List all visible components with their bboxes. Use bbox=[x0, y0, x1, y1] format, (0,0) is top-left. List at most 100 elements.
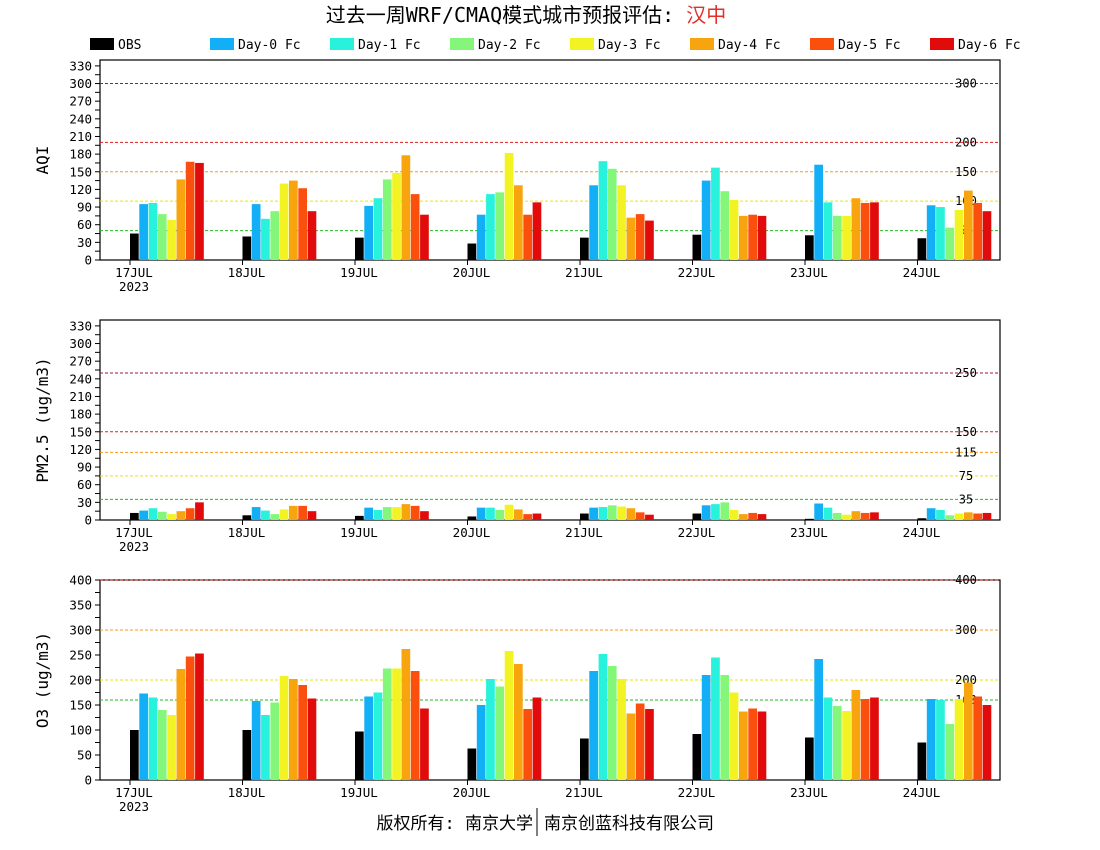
bar-day-5-fc-20jul bbox=[523, 514, 532, 520]
bar-day-2-fc-19jul bbox=[382, 668, 392, 780]
x-tick-label-19jul: 19JUL bbox=[340, 525, 378, 540]
series-day-1-fc bbox=[148, 161, 945, 260]
x-tick-label-21jul: 21JUL bbox=[565, 265, 603, 280]
y-axis: 0 50 100 150 200 250 300 350 400 bbox=[69, 573, 100, 788]
x-tick-label-23jul: 23JUL bbox=[790, 525, 828, 540]
x-tick-label-22jul: 22JUL bbox=[678, 265, 716, 280]
bar-obs-21jul bbox=[580, 513, 589, 520]
series-obs bbox=[130, 512, 927, 520]
x-year-label: 2023 bbox=[119, 539, 149, 554]
bar-day-6-fc-23jul bbox=[870, 202, 879, 260]
bar-day-0-fc-18jul bbox=[251, 701, 261, 780]
legend-item-day-6-fc: Day-6 Fc bbox=[930, 38, 1021, 53]
bar-day-4-fc-17jul bbox=[176, 511, 186, 520]
bar-obs-17jul bbox=[130, 730, 139, 780]
series-day-3-fc bbox=[167, 152, 964, 260]
bar-obs-19jul bbox=[355, 237, 364, 260]
bar-day-0-fc-22jul bbox=[701, 505, 711, 520]
bar-day-3-fc-17jul bbox=[167, 514, 176, 520]
y-axis-label: PM2.5 (ug/m3) bbox=[33, 357, 52, 482]
bar-day-5-fc-17jul bbox=[185, 161, 195, 260]
chart-panels: 0306090120150180210240270300330AQI501001… bbox=[33, 58, 1001, 814]
bar-day-1-fc-21jul bbox=[598, 654, 608, 780]
footer: 版权所有: 南京大学 南京创蓝科技有限公司 bbox=[377, 808, 714, 836]
bar-day-5-fc-17jul bbox=[185, 508, 195, 520]
bar-day-4-fc-18jul bbox=[289, 679, 298, 780]
bar-day-4-fc-19jul bbox=[401, 649, 411, 780]
threshold-label-150: 150 bbox=[955, 165, 977, 179]
bar-day-5-fc-23jul bbox=[860, 699, 870, 780]
x-tick-label-23jul: 23JUL bbox=[790, 785, 828, 800]
bar-day-4-fc-18jul bbox=[289, 180, 298, 260]
series-day-4-fc bbox=[176, 649, 973, 780]
bar-day-1-fc-23jul bbox=[823, 507, 833, 520]
legend-swatch bbox=[210, 38, 234, 50]
bar-day-4-fc-19jul bbox=[401, 504, 411, 520]
bar-day-6-fc-18jul bbox=[307, 211, 317, 260]
bar-day-4-fc-20jul bbox=[514, 509, 523, 520]
y-tick-label: 330 bbox=[69, 58, 92, 73]
bar-day-4-fc-20jul bbox=[514, 185, 523, 260]
bar-obs-21jul bbox=[580, 738, 589, 780]
series-day-3-fc bbox=[167, 504, 964, 520]
bar-day-6-fc-18jul bbox=[307, 698, 317, 780]
bar-day-1-fc-24jul bbox=[936, 207, 945, 260]
bar-day-4-fc-18jul bbox=[289, 505, 298, 520]
bar-day-0-fc-19jul bbox=[364, 507, 373, 520]
bar-day-5-fc-17jul bbox=[185, 656, 195, 780]
bar-day-3-fc-20jul bbox=[504, 152, 514, 260]
bar-day-5-fc-18jul bbox=[298, 685, 307, 780]
bar-day-0-fc-20jul bbox=[476, 214, 486, 260]
legend-swatch bbox=[810, 38, 834, 50]
legend-item-day-1-fc: Day-1 Fc bbox=[330, 38, 421, 53]
bar-day-6-fc-21jul bbox=[645, 220, 654, 260]
legend-label: Day-5 Fc bbox=[838, 38, 901, 53]
bar-day-5-fc-22jul bbox=[748, 214, 757, 260]
bar-day-6-fc-19jul bbox=[420, 214, 429, 260]
series-day-6-fc bbox=[195, 162, 992, 260]
legend-label: Day-0 Fc bbox=[238, 38, 301, 53]
bar-day-3-fc-22jul bbox=[729, 200, 739, 260]
bar-day-4-fc-19jul bbox=[401, 155, 411, 260]
x-tick-label-21jul: 21JUL bbox=[565, 525, 603, 540]
x-tick-label-20jul: 20JUL bbox=[453, 265, 491, 280]
bar-day-6-fc-19jul bbox=[420, 708, 429, 780]
bar-day-0-fc-22jul bbox=[701, 675, 711, 780]
bar-day-1-fc-23jul bbox=[823, 697, 833, 780]
bar-day-2-fc-21jul bbox=[607, 666, 617, 780]
bar-day-3-fc-24jul bbox=[954, 210, 964, 260]
x-tick-label-17jul: 17JUL bbox=[115, 785, 153, 800]
bar-obs-18jul bbox=[242, 236, 252, 260]
threshold-label-150: 150 bbox=[955, 425, 977, 439]
legend-label: Day-3 Fc bbox=[598, 38, 661, 53]
bar-day-0-fc-17jul bbox=[139, 204, 148, 260]
bar-day-3-fc-21jul bbox=[617, 679, 626, 780]
bars bbox=[130, 502, 992, 520]
bar-day-2-fc-20jul bbox=[495, 192, 505, 260]
bar-day-4-fc-24jul bbox=[964, 512, 973, 520]
x-tick-label-18jul: 18JUL bbox=[228, 265, 266, 280]
bar-day-5-fc-20jul bbox=[523, 214, 532, 260]
bar-day-6-fc-19jul bbox=[420, 511, 429, 520]
series-obs bbox=[130, 233, 927, 260]
x-tick-label-18jul: 18JUL bbox=[228, 525, 266, 540]
bar-day-2-fc-23jul bbox=[832, 706, 842, 780]
bar-day-0-fc-24jul bbox=[926, 699, 936, 780]
bar-day-3-fc-24jul bbox=[954, 513, 964, 520]
bar-day-5-fc-20jul bbox=[523, 709, 532, 780]
bar-day-3-fc-20jul bbox=[504, 651, 514, 780]
series-day-4-fc bbox=[176, 155, 973, 260]
threshold-label-300: 300 bbox=[955, 623, 977, 637]
bar-day-2-fc-17jul bbox=[157, 511, 167, 520]
bar-day-4-fc-20jul bbox=[514, 664, 523, 780]
bar-day-3-fc-22jul bbox=[729, 510, 739, 520]
bar-day-5-fc-24jul bbox=[973, 202, 982, 260]
legend-item-day-4-fc: Day-4 Fc bbox=[690, 38, 781, 53]
bar-day-0-fc-22jul bbox=[701, 180, 711, 260]
bar-obs-22jul bbox=[692, 734, 702, 780]
bar-day-3-fc-17jul bbox=[167, 715, 176, 780]
bar-day-2-fc-18jul bbox=[270, 514, 280, 520]
bar-day-0-fc-23jul bbox=[814, 659, 823, 780]
